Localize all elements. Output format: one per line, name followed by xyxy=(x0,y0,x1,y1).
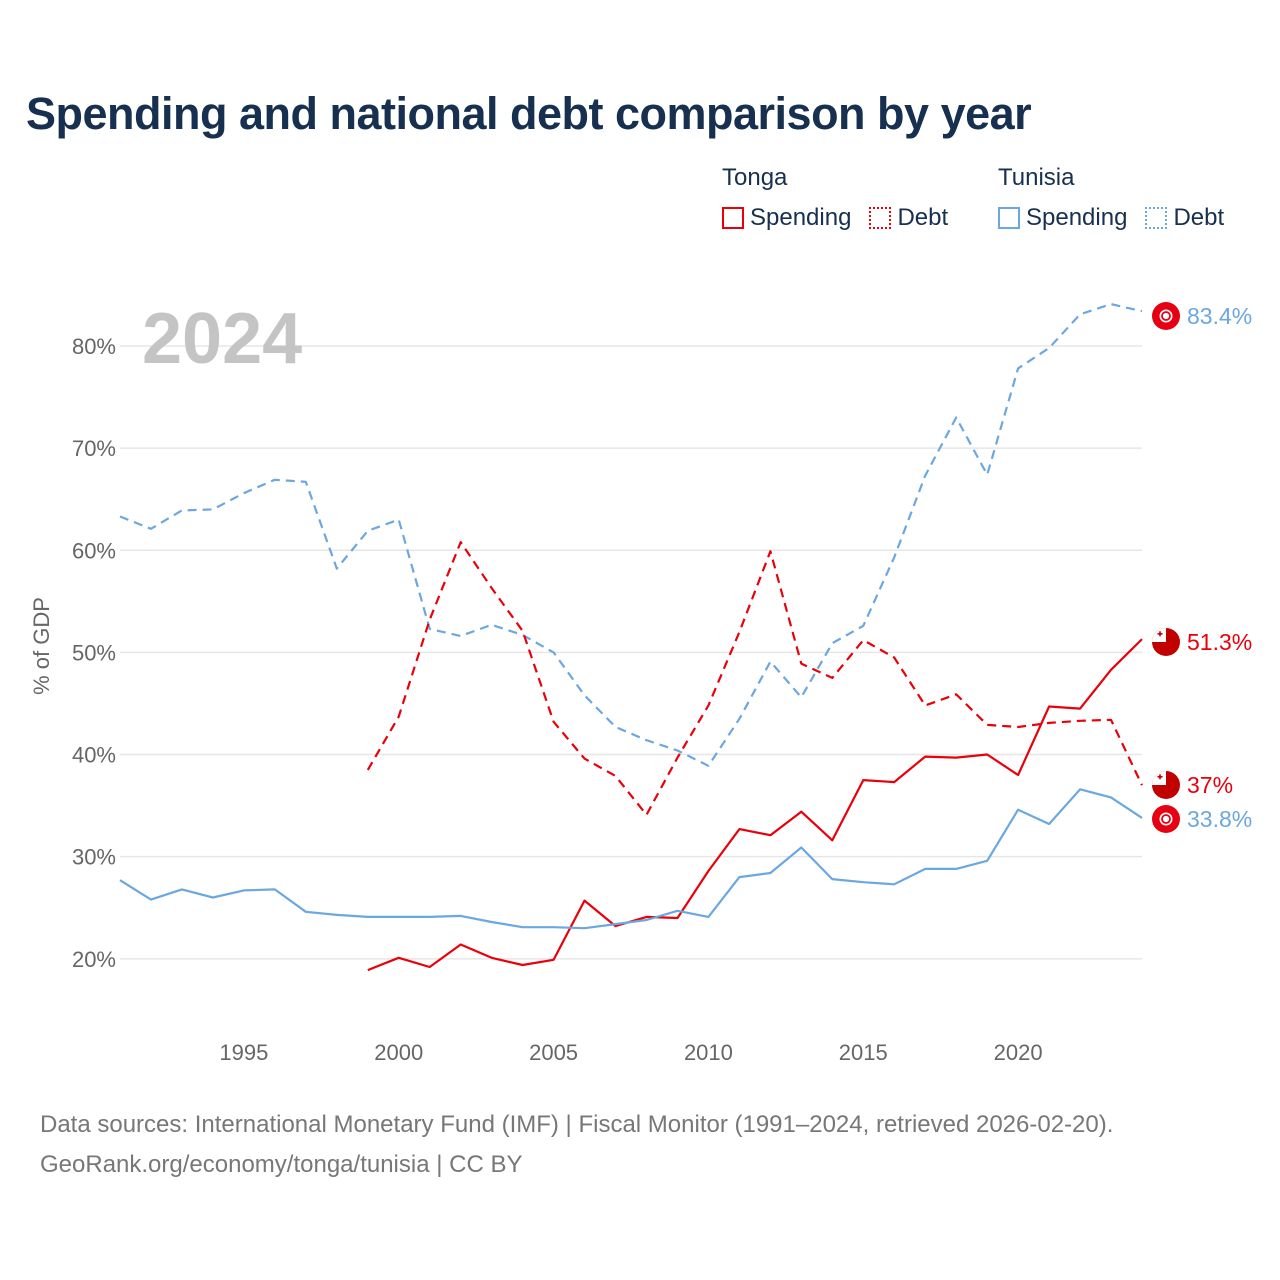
series-line-tunisia-spending xyxy=(119,788,1143,930)
attribution-text: GeoRank.org/economy/tonga/tunisia | CC B… xyxy=(40,1151,523,1178)
data-sources-text: Data sources: International Monetary Fun… xyxy=(40,1111,1114,1138)
y-tick-label: 40% xyxy=(72,743,116,768)
legend-label: Debt xyxy=(1173,204,1225,231)
tunisia-crescent-icon xyxy=(1161,814,1171,824)
series-line-tonga-spending xyxy=(367,638,1143,972)
y-tick-label: 60% xyxy=(72,538,116,563)
tonga-flag-canton-icon xyxy=(1152,771,1166,785)
y-tick-label: 50% xyxy=(72,640,116,665)
x-tick-label: 2000 xyxy=(374,1040,423,1065)
legend-tonga-debt[interactable]: Debt xyxy=(869,204,948,232)
x-tick-label: 2020 xyxy=(994,1040,1043,1065)
legend-label: Debt xyxy=(897,204,949,231)
series-line-tunisia-debt xyxy=(119,303,1143,767)
x-tick-label: 2005 xyxy=(529,1040,578,1065)
solid-swatch-icon xyxy=(998,207,1020,229)
solid-swatch-icon xyxy=(722,207,744,229)
x-tick-label: 2015 xyxy=(839,1040,888,1065)
chart-title: Spending and national debt comparison by… xyxy=(26,88,1032,139)
footer: Data sources: International Monetary Fun… xyxy=(40,1105,1113,1185)
y-tick-label: 30% xyxy=(72,845,116,870)
legend-country-label: Tonga xyxy=(722,164,788,191)
x-tick-label: 2010 xyxy=(684,1040,733,1065)
legend-tonga-spending[interactable]: Spending xyxy=(722,204,851,232)
x-tick-label: 1995 xyxy=(219,1040,268,1065)
line-chart: 20% 30% 40% 50% 60% 70% 80% 1995 2000 2005 2010 201… xyxy=(29,299,1252,1065)
legend-tunisia-spending[interactable]: Spending xyxy=(998,204,1127,232)
y-axis-label: % of GDP xyxy=(29,597,54,695)
tonga-cross-icon xyxy=(1159,774,1161,780)
legend-group-tunisia: Tunisia Spending Debt xyxy=(998,162,1242,232)
y-tick-label: 80% xyxy=(72,334,116,359)
end-value-label: 33.8% xyxy=(1187,806,1252,832)
dotted-swatch-icon xyxy=(869,207,892,229)
end-value-label: 37% xyxy=(1187,772,1233,798)
end-value-label: 83.4% xyxy=(1187,303,1252,329)
legend-country-label: Tunisia xyxy=(998,164,1075,191)
series-line-tonga-debt xyxy=(366,540,1143,816)
tonga-flag-canton-icon xyxy=(1152,628,1166,642)
legend-tunisia-debt[interactable]: Debt xyxy=(1145,204,1224,232)
legend-label: Spending xyxy=(1026,204,1128,231)
end-value-label: 51.3% xyxy=(1187,629,1252,655)
tonga-cross-icon xyxy=(1159,631,1161,637)
legend-group-tonga: Tonga Spending Debt xyxy=(722,162,966,232)
year-watermark: 2024 xyxy=(142,299,302,379)
dotted-swatch-icon xyxy=(1145,207,1168,229)
y-tick-label: 20% xyxy=(72,947,116,972)
tunisia-crescent-icon xyxy=(1161,311,1171,321)
y-tick-label: 70% xyxy=(72,436,116,461)
legend-label: Spending xyxy=(750,204,852,231)
